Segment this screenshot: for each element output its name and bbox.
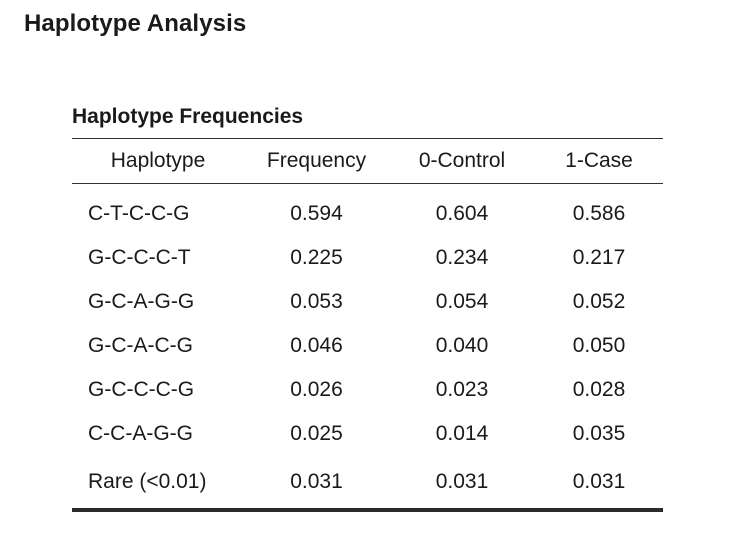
control-cell: 0.023	[435, 378, 489, 401]
table-row: C-C-A-G-G 0.025 0.014 0.035	[72, 412, 663, 456]
header-haplotype: Haplotype	[72, 138, 244, 184]
haplotype-cell: G-C-C-C-T	[88, 246, 191, 269]
frequency-cell: 0.225	[290, 246, 343, 269]
haplotype-frequencies-table: Haplotype Frequency 0-Control 1-Case C-T…	[72, 138, 663, 512]
frequency-cell: 0.046	[290, 334, 343, 357]
case-cell: 0.031	[535, 456, 663, 512]
frequency-cell: 0.025	[290, 422, 343, 445]
case-cell: 0.050	[572, 334, 626, 357]
control-cell: 0.014	[435, 422, 489, 445]
frequency-cell: 0.031	[244, 456, 389, 512]
header-frequency: Frequency	[244, 138, 389, 184]
case-cell: 0.035	[572, 422, 626, 445]
control-cell: 0.234	[435, 246, 489, 269]
header-control: 0-Control	[389, 138, 535, 184]
frequency-cell: 0.053	[290, 290, 343, 313]
table-row: Rare (<0.01) 0.031 0.031 0.031	[72, 456, 663, 512]
haplotype-cell: G-C-C-C-G	[88, 378, 195, 401]
frequency-cell: 0.026	[290, 378, 343, 401]
control-cell: 0.040	[435, 334, 489, 357]
case-cell: 0.028	[572, 378, 626, 401]
case-cell: 0.217	[572, 246, 626, 269]
haplotype-cell: G-C-A-C-G	[88, 334, 193, 357]
table-header-row: Haplotype Frequency 0-Control 1-Case	[72, 138, 663, 184]
haplotype-cell: C-C-A-G-G	[88, 422, 193, 445]
control-cell: 0.031	[389, 456, 535, 512]
haplotype-cell: G-C-A-G-G	[88, 290, 195, 313]
haplotype-cell: C-T-C-C-G	[88, 202, 190, 225]
control-cell: 0.604	[435, 202, 489, 225]
haplotype-cell: Rare (<0.01)	[72, 456, 244, 512]
control-cell: 0.054	[435, 290, 489, 313]
table-row: G-C-A-G-G 0.053 0.054 0.052	[72, 280, 663, 324]
table-title: Haplotype Frequencies	[72, 105, 304, 128]
page-title: Haplotype Analysis	[24, 10, 247, 37]
table-row: G-C-C-C-T 0.225 0.234 0.217	[72, 236, 663, 280]
header-case: 1-Case	[535, 138, 663, 184]
frequency-cell: 0.594	[290, 202, 343, 225]
haplotype-frequencies-section: Haplotype Frequencies Haplotype Frequenc…	[72, 102, 663, 512]
table-row: G-C-C-C-G 0.026 0.023 0.028	[72, 368, 663, 412]
table-row: C-T-C-C-G 0.594 0.604 0.586	[72, 184, 663, 237]
table-row: G-C-A-C-G 0.046 0.040 0.050	[72, 324, 663, 368]
case-cell: 0.586	[572, 202, 626, 225]
case-cell: 0.052	[572, 290, 626, 313]
